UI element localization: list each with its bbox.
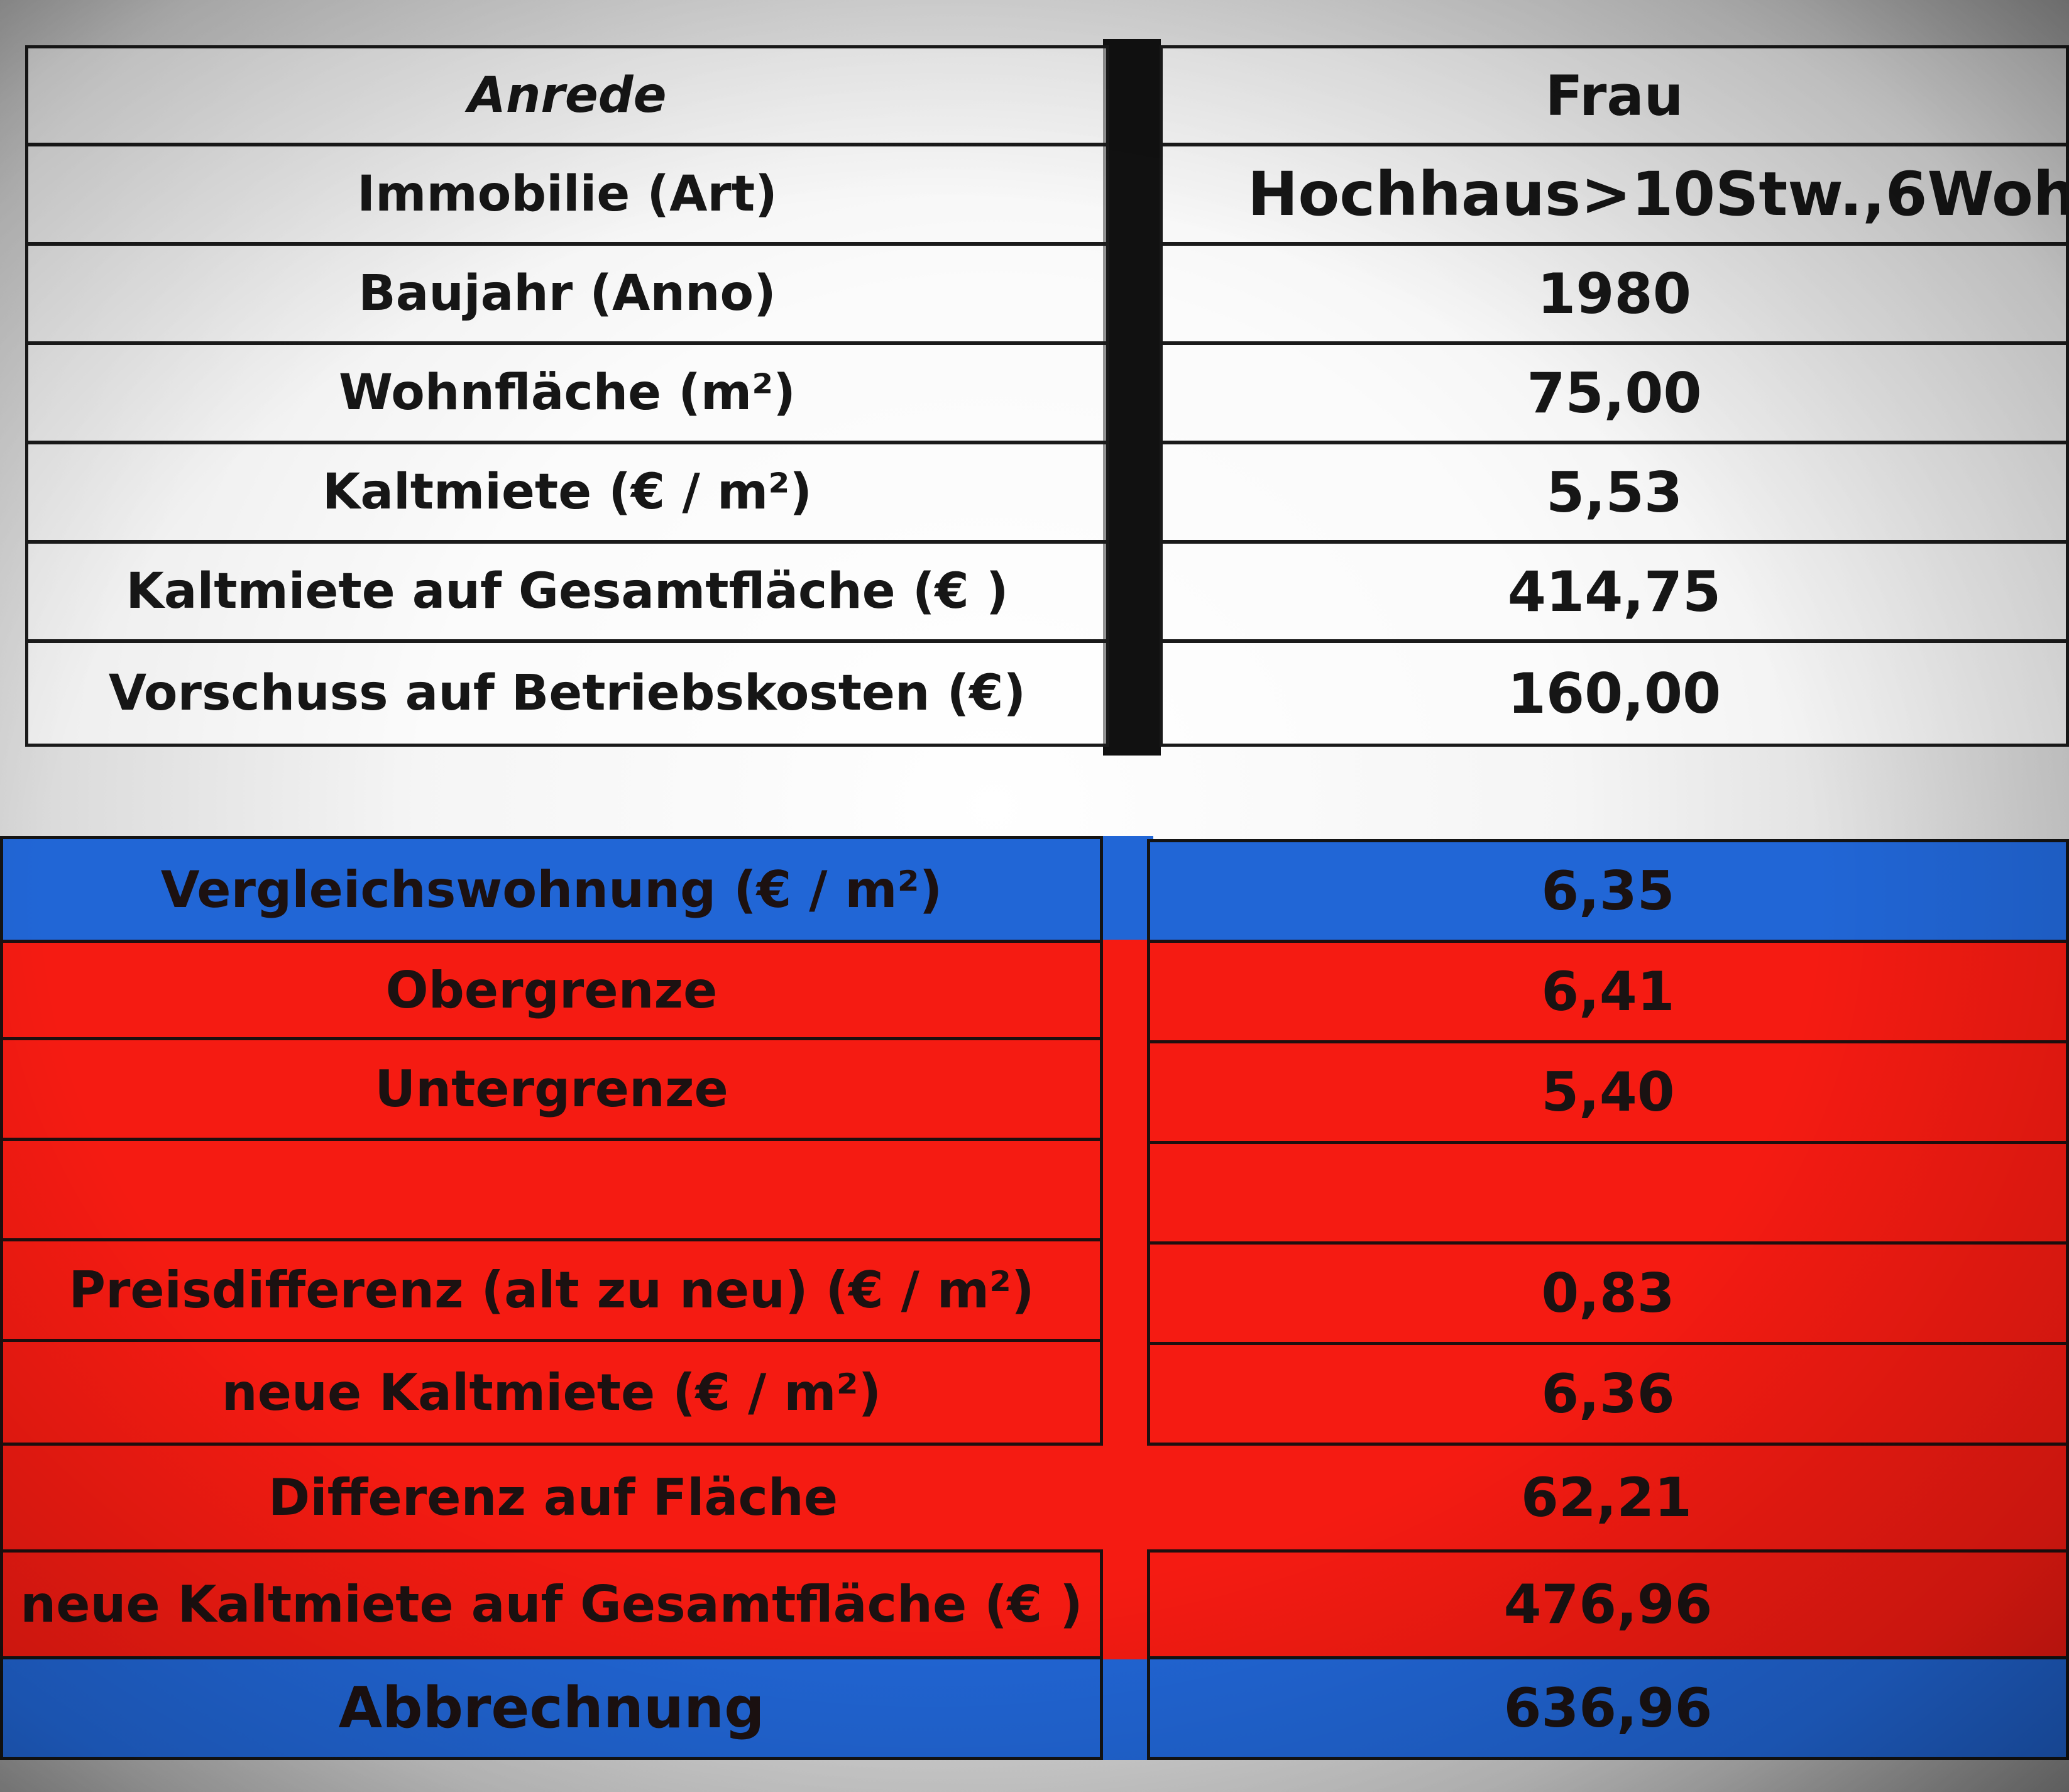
info-value-wohnflaeche: 75,00 — [1160, 342, 2069, 444]
calc-label-differenz-flaeche: Differenz auf Fläche — [0, 1443, 1103, 1553]
info-value-baujahr: 1980 — [1160, 243, 2069, 344]
info-label-kaltmiete-gesamt: Kaltmiete auf Gesamtfläche (€ ) — [25, 541, 1109, 642]
calc-label-preisdifferenz: Preisdifferenz (alt zu neu) (€ / m²) — [0, 1238, 1103, 1342]
calc-label-obergrenze: Obergrenze — [0, 940, 1103, 1040]
calc-divider-blue-top — [1097, 836, 1153, 940]
info-value-kaltmiete: 5,53 — [1160, 441, 2069, 543]
calc-value-vergleichswohnung: 6,35 — [1147, 839, 2069, 943]
info-label-anrede: Anrede — [25, 45, 1109, 146]
info-value-kaltmiete-gesamt: 414,75 — [1160, 541, 2069, 642]
calc-label-abbrechnung: Abbrechnung — [0, 1656, 1103, 1760]
calc-divider-blue-bottom — [1097, 1659, 1153, 1760]
info-label-baujahr: Baujahr (Anno) — [25, 243, 1109, 344]
info-value-betriebskosten: 160,00 — [1160, 640, 2069, 747]
calc-label-vergleichswohnung: Vergleichswohnung (€ / m²) — [0, 836, 1103, 943]
calc-label-empty — [0, 1138, 1103, 1241]
info-label-immobilie: Immobilie (Art) — [25, 143, 1109, 245]
calc-label-neue-kaltmiete-gesamt: neue Kaltmiete auf Gesamtfläche (€ ) — [0, 1549, 1103, 1659]
calc-label-untergrenze: Untergrenze — [0, 1037, 1103, 1141]
info-value-immobilie: Hochhaus>10Stw.,6Wohn — [1160, 143, 2069, 245]
info-value-anrede: Frau — [1160, 45, 2069, 146]
calc-value-empty — [1147, 1141, 2069, 1245]
calc-value-neue-kaltmiete-gesamt: 476,96 — [1147, 1549, 2069, 1659]
calc-value-untergrenze: 5,40 — [1147, 1040, 2069, 1144]
info-table-center-divider — [1103, 39, 1161, 756]
info-label-kaltmiete: Kaltmiete (€ / m²) — [25, 441, 1109, 543]
info-label-wohnflaeche: Wohnfläche (m²) — [25, 342, 1109, 444]
calc-value-neue-kaltmiete: 6,36 — [1147, 1342, 2069, 1446]
calc-label-neue-kaltmiete: neue Kaltmiete (€ / m²) — [0, 1339, 1103, 1446]
calc-divider-red — [1097, 940, 1153, 1659]
calc-value-differenz-flaeche: 62,21 — [1147, 1443, 2069, 1553]
calc-value-obergrenze: 6,41 — [1147, 940, 2069, 1043]
calc-value-preisdifferenz: 0,83 — [1147, 1241, 2069, 1345]
info-label-betriebskosten: Vorschuss auf Betriebskosten (€) — [25, 640, 1109, 747]
calc-value-abbrechnung: 636,96 — [1147, 1656, 2069, 1760]
